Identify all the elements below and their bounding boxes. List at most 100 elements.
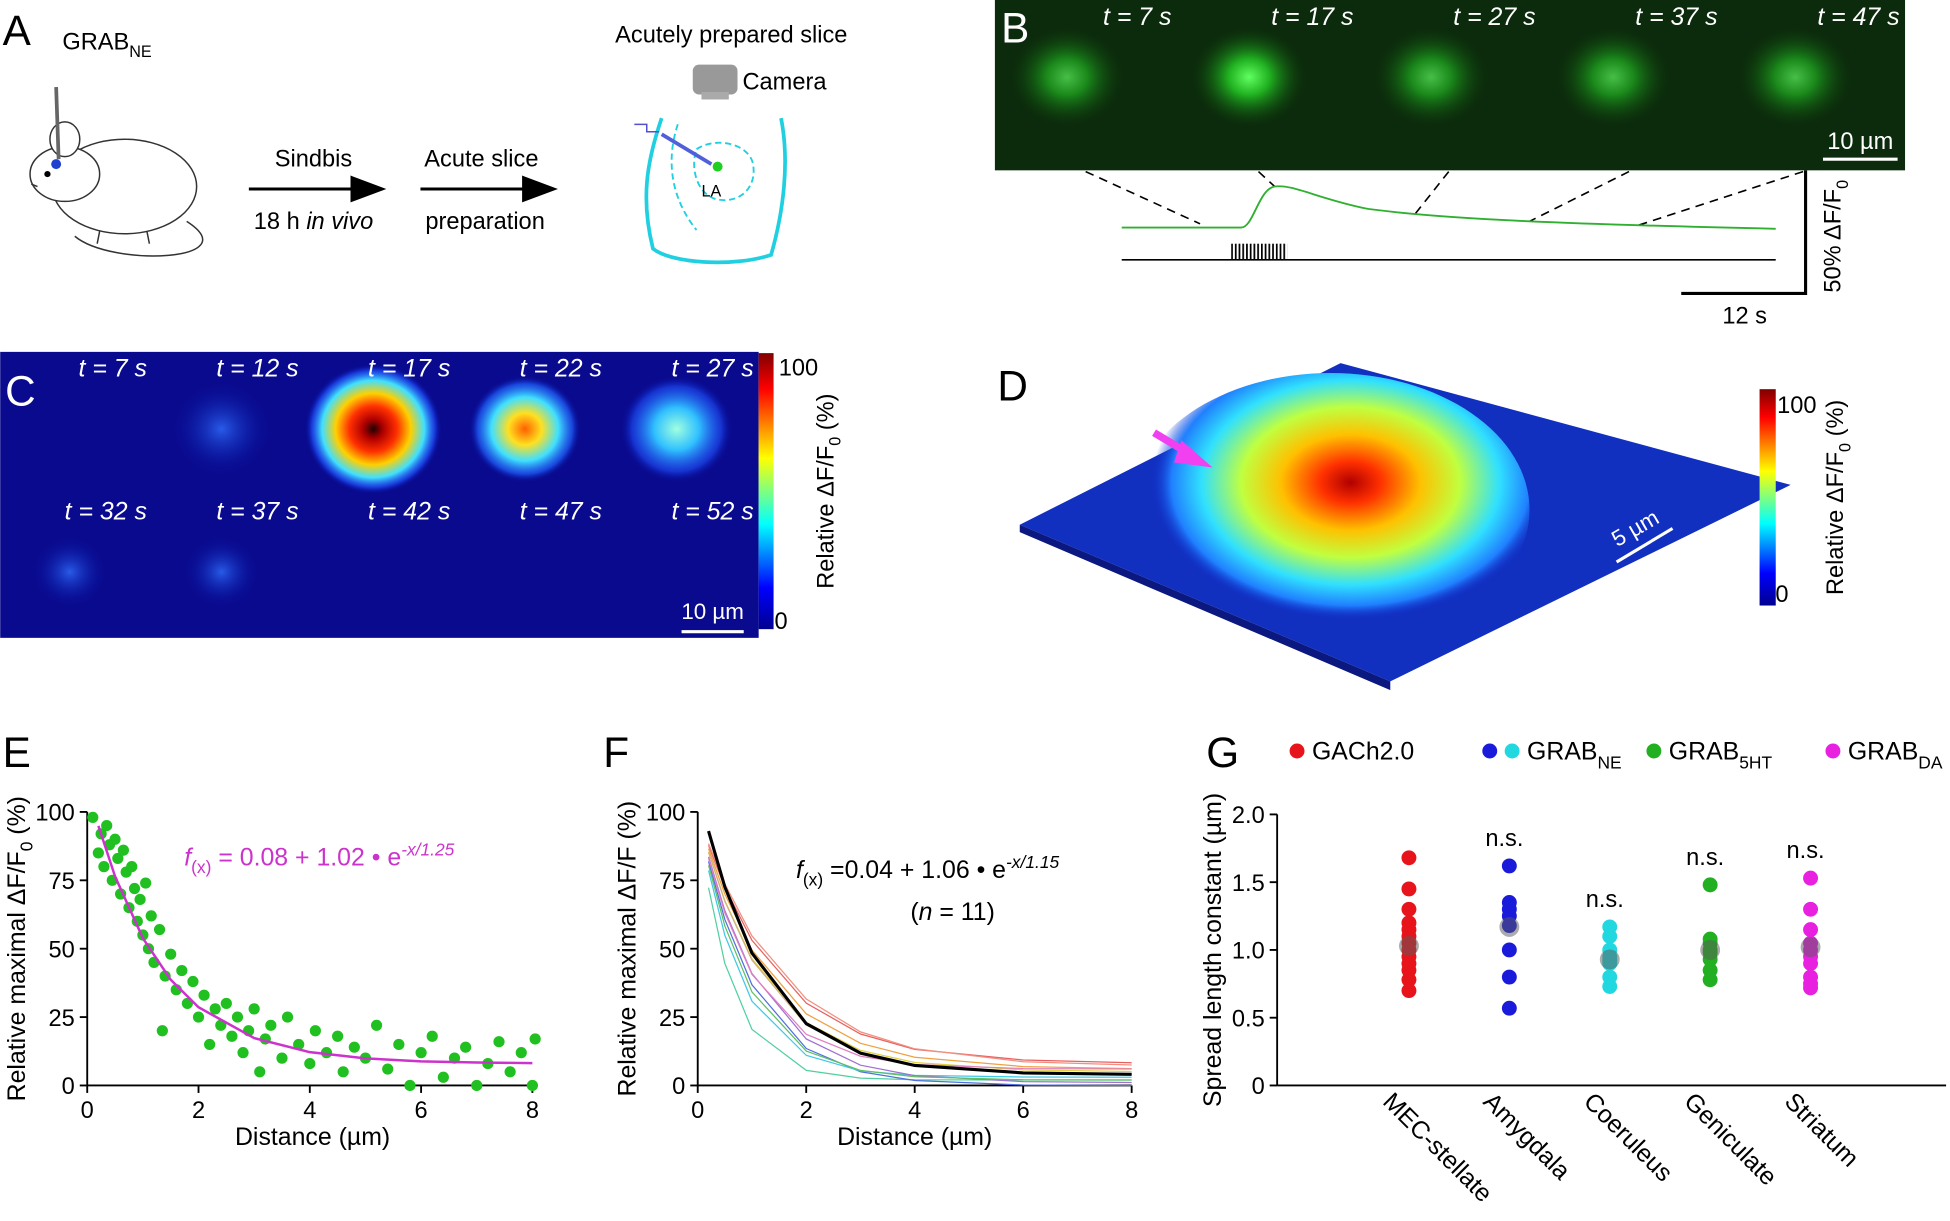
cell-glow (1189, 24, 1309, 130)
arrow (248, 175, 387, 203)
frame-label: t = 32 s (65, 498, 147, 526)
colorbar-label-unit: (%) (813, 393, 839, 436)
data-point (1501, 969, 1517, 985)
fluorescence-trace (1121, 185, 1776, 230)
x-tick-label: 6 (1017, 1098, 1030, 1124)
time-scale-label: 12 s (1722, 303, 1767, 329)
cell (712, 161, 723, 172)
frame-connectors (1085, 170, 1804, 226)
data-point (159, 970, 171, 982)
fit-curve (707, 865, 1132, 1081)
frame-label: t = 17 s (1271, 3, 1353, 31)
panel-a: A GRABNE Sindbis 18 h in vivo Acute slic… (3, 7, 847, 265)
data-point (493, 1036, 505, 1048)
y-axis-label-part: (%) (3, 796, 31, 842)
fit-annotation: f(x) =0.04 + 1.06 • e-x/1.15 (796, 852, 1060, 889)
mean-point (1700, 939, 1721, 960)
signal-scale-sub: 0 (1834, 180, 1852, 189)
cell-glow (1553, 24, 1673, 130)
legend-label: GRAB5HT (1669, 738, 1773, 773)
electrode (660, 132, 713, 166)
data-point (226, 1030, 238, 1042)
legend-marker (1482, 743, 1498, 759)
data-point (126, 861, 138, 873)
colorbar-min: 0 (774, 609, 787, 635)
data-point (1401, 850, 1417, 866)
data-point (145, 910, 157, 922)
data-point (204, 1038, 216, 1051)
mean-point (1800, 937, 1821, 958)
data-point (128, 882, 141, 895)
mean-point (1599, 949, 1620, 970)
legend-marker (1289, 743, 1305, 759)
data-point (1803, 922, 1819, 938)
colorbar-label-sub: 0 (1836, 443, 1854, 452)
panel-letter: G (1206, 729, 1239, 776)
data-point (248, 1003, 260, 1015)
fit-annotation-part: (x) (191, 857, 211, 877)
y-tick-label: 75 (49, 869, 75, 895)
n-annotation: (n = 11) (910, 898, 995, 926)
legend-label-part: 5HT (1739, 752, 1772, 772)
cell-glow (1007, 24, 1127, 130)
colorbar (758, 353, 774, 630)
x-tick-label: Geniculate (1679, 1087, 1783, 1191)
cell-glow (1371, 24, 1491, 130)
data-point (1501, 858, 1517, 874)
heatmap-blob (184, 536, 259, 608)
y-axis-label: Relative maximal ΔF/F (%) (614, 801, 642, 1097)
frame-label: t = 42 s (368, 498, 450, 526)
data-point (471, 1079, 483, 1092)
y-tick-label: 1.5 (1232, 871, 1265, 897)
y-tick-label: 25 (659, 1006, 685, 1032)
panel-letter: F (603, 729, 629, 776)
legend-label: GACh2.0 (1312, 738, 1414, 766)
fit-line (97, 825, 533, 1065)
data-point (337, 1066, 349, 1078)
data-point (382, 1063, 394, 1075)
stimulus-train (1231, 243, 1288, 260)
significance-label: n.s. (1787, 838, 1825, 864)
data-point (526, 1079, 538, 1092)
fit-curve (707, 830, 1132, 1076)
heatmap-blob (32, 536, 108, 608)
step-label: preparation (425, 209, 544, 235)
y-tick-label: 100 (35, 801, 74, 827)
significance-label: n.s. (1485, 826, 1523, 852)
fit-curve (707, 848, 1132, 1070)
frame-label: t = 27 s (1453, 3, 1535, 31)
mouse-drawing (29, 86, 204, 257)
camera-label: Camera (742, 70, 827, 96)
data-point (153, 923, 166, 936)
step-label: Acute slice (424, 147, 538, 173)
data-point (1803, 901, 1819, 917)
data-point (187, 975, 199, 988)
heatmap-blob (304, 363, 442, 494)
y-axis-label: Relative maximal ΔF/F0 (%) (3, 796, 36, 1101)
colorbar-label-unit: (%) (1823, 400, 1849, 443)
fit-curve (707, 858, 1132, 1070)
frame-label: t = 7 s (79, 355, 147, 383)
x-tick-label: 8 (526, 1098, 539, 1124)
colorbar (1759, 389, 1776, 606)
frame-label: t = 37 s (1635, 3, 1717, 31)
fit-annotation-part: =0.04 + 1.06 • e (823, 856, 1006, 884)
data-point (1803, 980, 1819, 996)
step-label: Sindbis (275, 147, 352, 173)
slice-drawing (634, 117, 787, 265)
legend-label-part: GRAB (1669, 738, 1739, 766)
x-tick-label: Striatum (1779, 1087, 1864, 1172)
fit-annotation-part: f (184, 843, 194, 871)
data-point (281, 1011, 294, 1023)
colorbar-label: Relative ΔF/F0 (%) (813, 393, 844, 588)
data-point (1602, 928, 1618, 944)
data-point (1702, 877, 1718, 893)
data-point (112, 852, 124, 865)
fit-annotation-part: (x) (803, 869, 823, 889)
heatmap-blob (468, 375, 581, 483)
colorbar-label-sub: 0 (827, 437, 845, 446)
colorbar-label-text: Relative ΔF/F (813, 446, 839, 589)
data-point (140, 877, 152, 889)
